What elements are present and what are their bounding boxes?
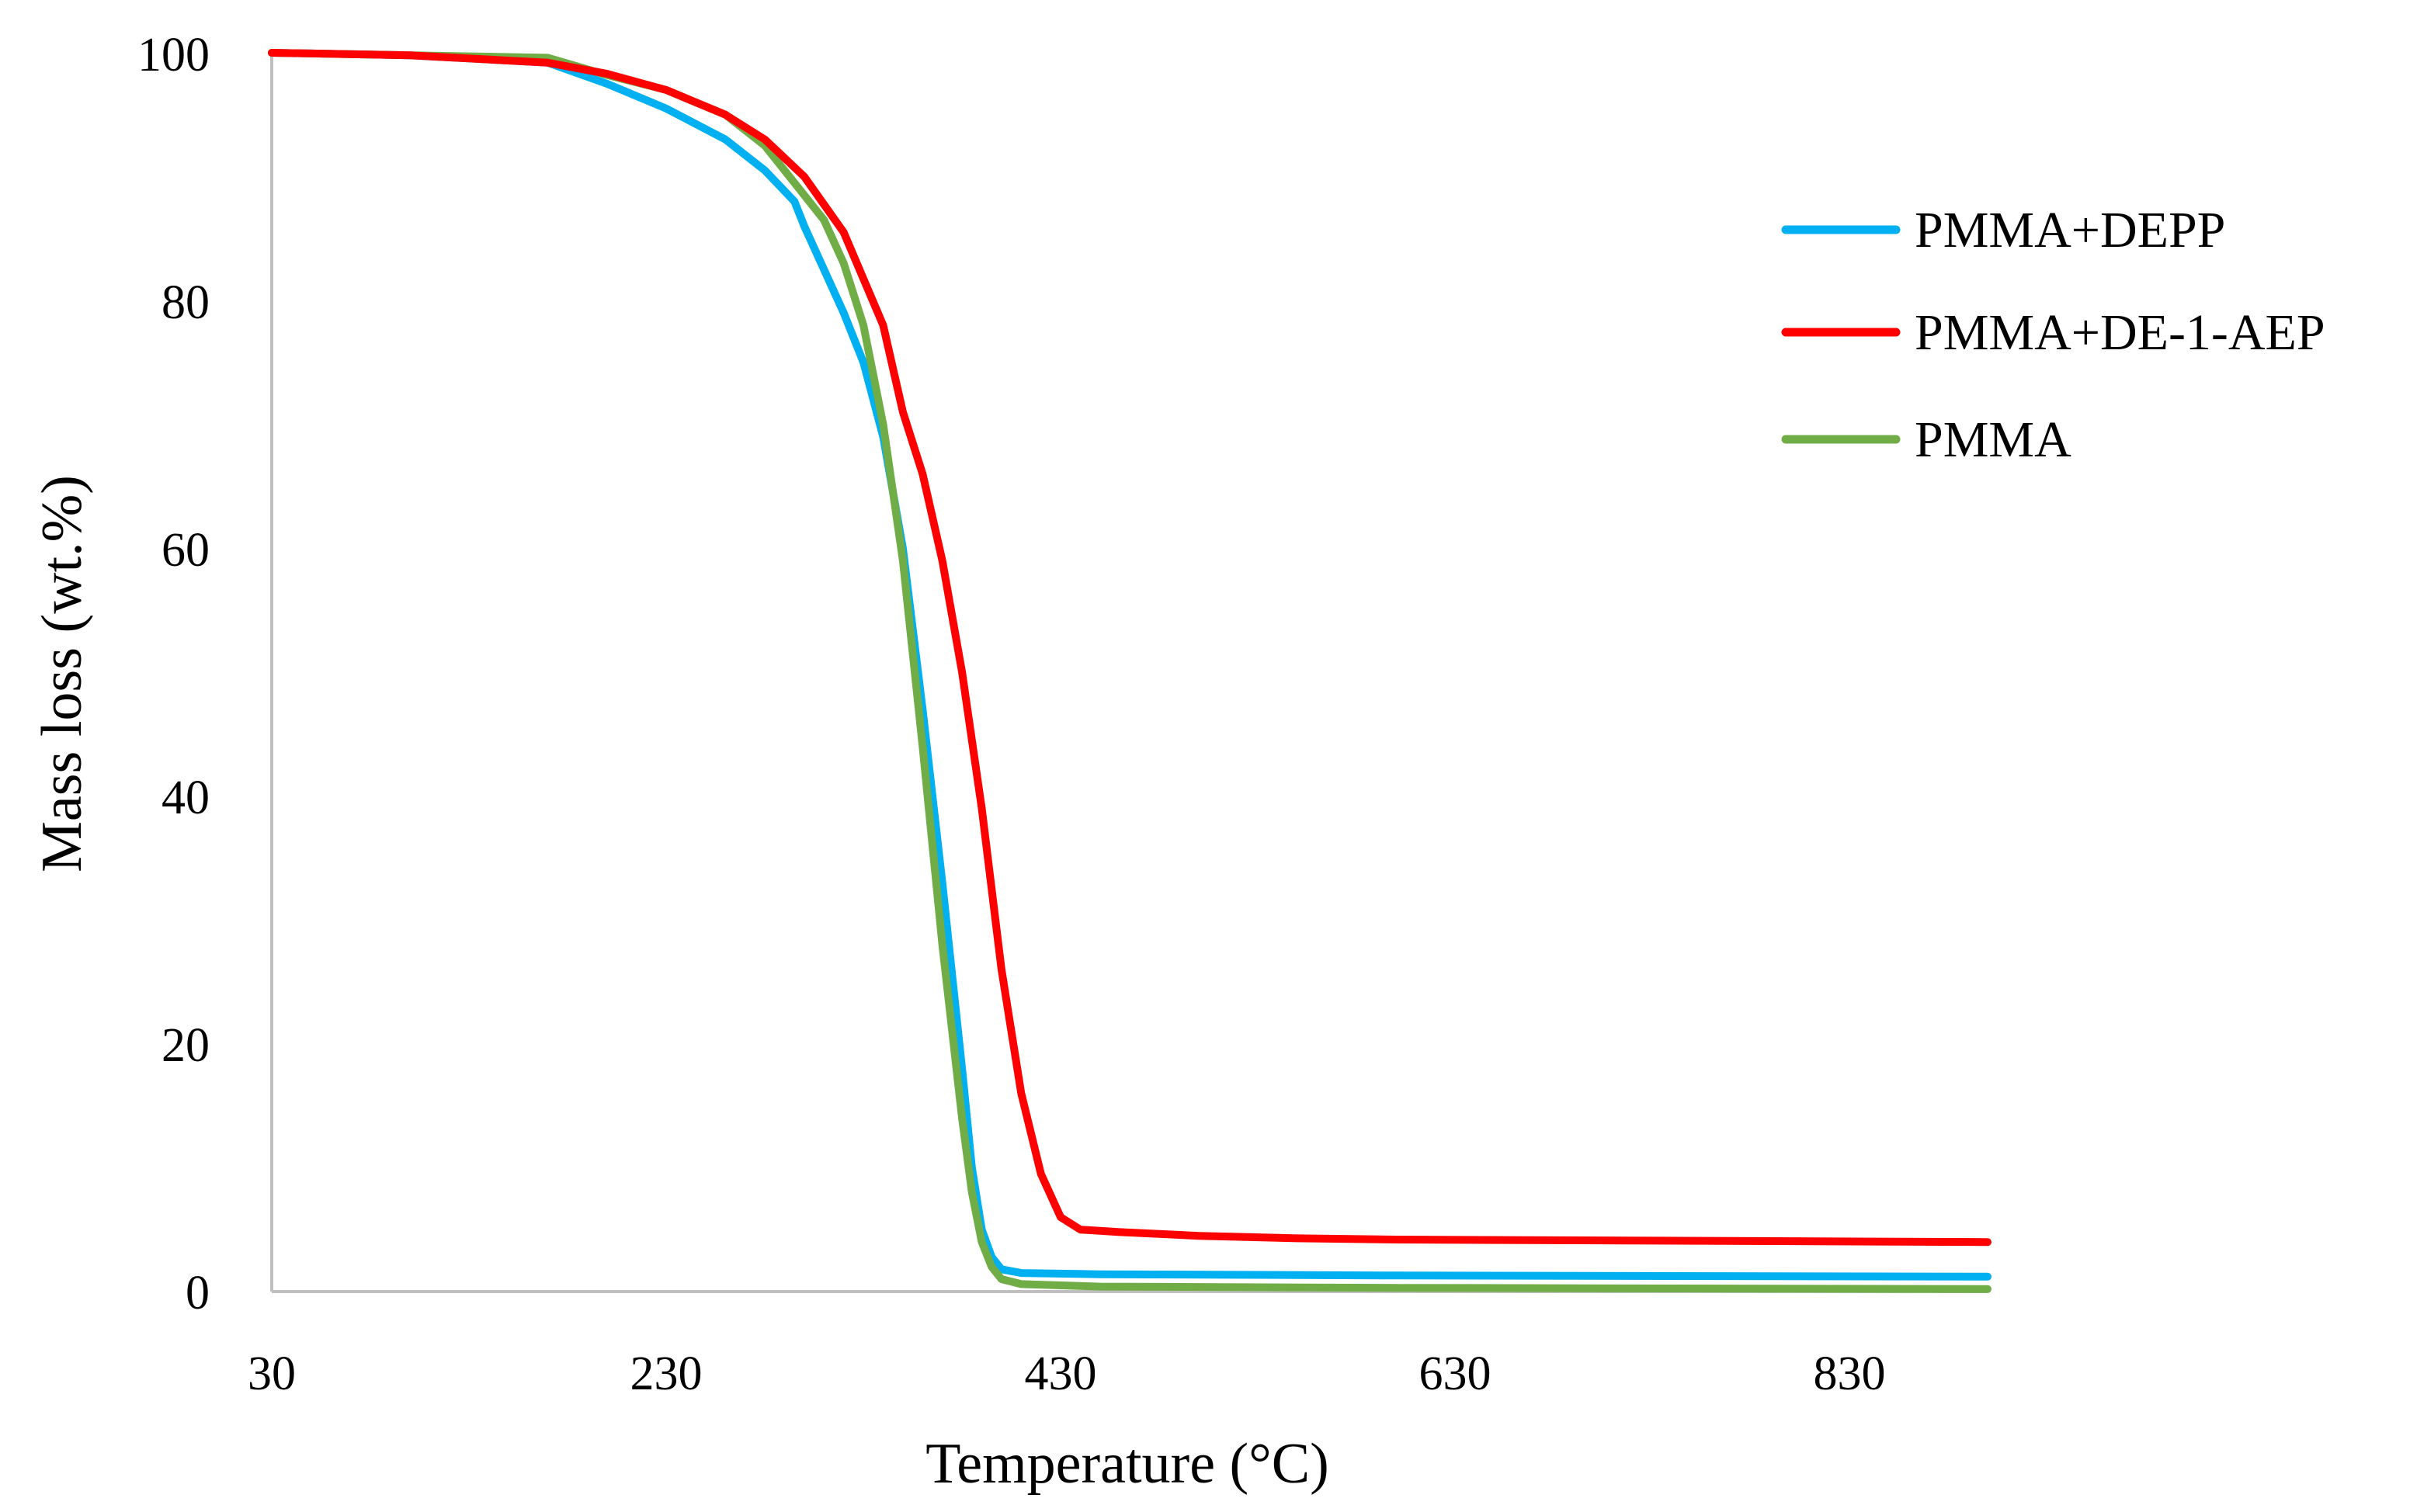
y-tick-labels: 0 20 40 60 80 100 — [137, 29, 210, 1320]
legend-label-pmma: PMMA — [1915, 411, 2071, 468]
series-line-pmma-depp — [268, 49, 1992, 1281]
chart-axes — [270, 54, 1988, 1293]
legend: PMMA+DEPP PMMA+DE-1-AEP PMMA — [1781, 202, 2325, 468]
y-tick-label-80: 80 — [161, 276, 210, 329]
x-tick-label-630: 630 — [1419, 1347, 1491, 1400]
x-tick-label-430: 430 — [1025, 1347, 1097, 1400]
y-tick-label-20: 20 — [161, 1019, 210, 1072]
y-tick-label-100: 100 — [137, 29, 210, 81]
legend-item-pmma: PMMA — [1781, 411, 2071, 468]
legend-item-pmma-depp: PMMA+DEPP — [1781, 202, 2225, 258]
y-axis-title: Mass loss (wt.%) — [30, 475, 94, 872]
y-tick-label-40: 40 — [161, 772, 210, 824]
legend-label-pmma-depp: PMMA+DEPP — [1915, 202, 2225, 258]
y-tick-label-60: 60 — [161, 524, 210, 577]
series-group — [268, 49, 1992, 1293]
x-tick-label-830: 830 — [1814, 1347, 1886, 1400]
x-tick-label-230: 230 — [630, 1347, 703, 1400]
series-line-pmma-de-1-aep — [268, 49, 1992, 1247]
legend-label-pmma-de-1-aep: PMMA+DE-1-AEP — [1915, 304, 2325, 361]
legend-item-pmma-de-1-aep: PMMA+DE-1-AEP — [1781, 304, 2325, 361]
y-tick-label-0: 0 — [186, 1267, 210, 1320]
x-tick-labels: 30 230 430 630 830 — [248, 1347, 1886, 1400]
x-tick-label-30: 30 — [248, 1347, 296, 1400]
series-line-pmma — [268, 49, 1992, 1293]
x-axis-title: Temperature (°C) — [925, 1432, 1329, 1496]
